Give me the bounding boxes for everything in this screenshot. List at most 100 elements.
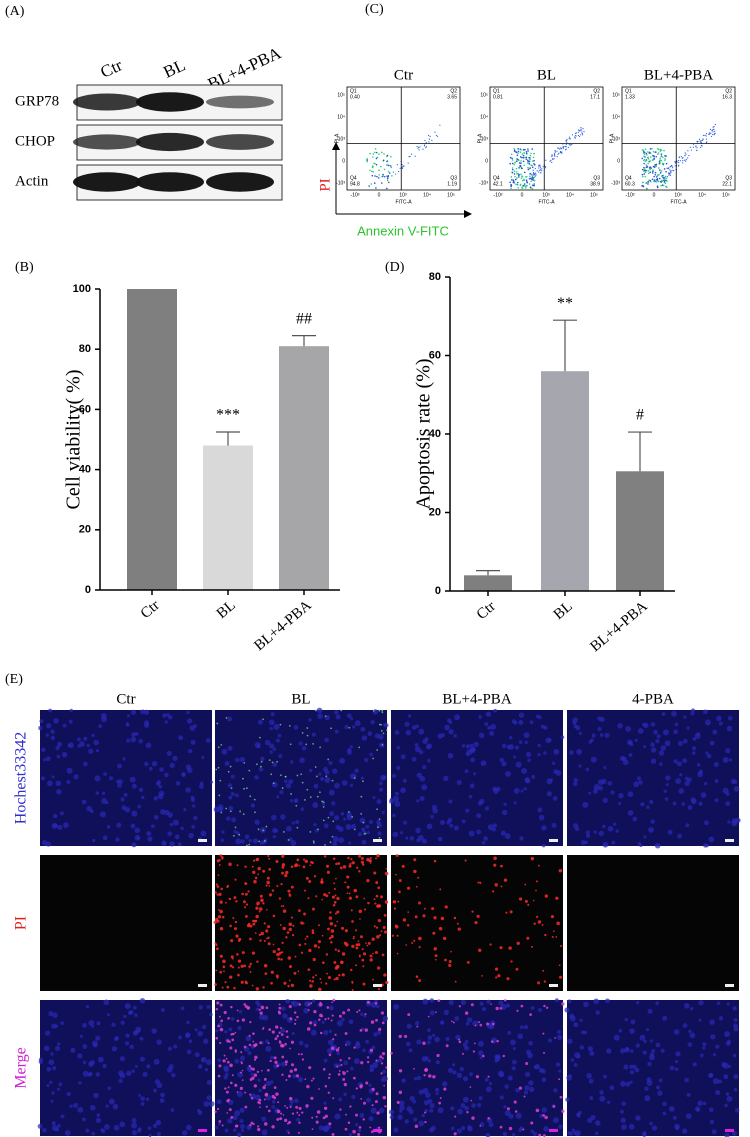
nucleus xyxy=(395,792,399,796)
pi-spot xyxy=(320,1032,323,1035)
event-dot xyxy=(581,129,582,130)
event-dot xyxy=(533,183,535,185)
nucleus xyxy=(370,1069,373,1072)
pi-spot xyxy=(273,915,276,918)
nucleus xyxy=(625,1047,629,1051)
nucleus xyxy=(461,1000,466,1005)
pi-spot xyxy=(280,883,282,885)
pi-spot xyxy=(303,866,306,869)
nucleus xyxy=(466,1022,469,1025)
nucleus xyxy=(574,1063,578,1067)
pi-spot xyxy=(244,965,247,968)
nucleus xyxy=(361,776,364,779)
nucleus xyxy=(584,841,587,844)
pi-spot xyxy=(292,925,294,927)
nucleus xyxy=(48,709,52,713)
event-dot xyxy=(712,131,713,132)
y-tick-label: 0 xyxy=(617,158,620,164)
nucleus xyxy=(218,1122,221,1125)
pi-spot xyxy=(500,885,502,887)
nucleus xyxy=(96,749,99,752)
nucleus xyxy=(358,832,362,836)
nucleus xyxy=(256,1008,259,1011)
nucleus xyxy=(512,1133,515,1136)
nucleus xyxy=(719,1016,723,1020)
nucleus xyxy=(647,1080,653,1086)
event-dot xyxy=(669,169,670,170)
nucleus xyxy=(170,823,173,826)
nucleus xyxy=(107,1013,110,1016)
nucleus xyxy=(161,1008,165,1012)
pi-spot xyxy=(344,1083,347,1086)
pi-spot xyxy=(373,871,376,874)
pi-spot xyxy=(301,952,303,954)
pi-spot xyxy=(231,1039,234,1042)
nucleus-bright xyxy=(246,787,248,789)
pi-spot xyxy=(298,1114,300,1116)
nucleus xyxy=(237,1132,242,1137)
pi-spot xyxy=(517,942,520,945)
nucleus xyxy=(131,811,137,817)
event-dot xyxy=(389,172,391,174)
nucleus xyxy=(695,1106,700,1111)
event-dot xyxy=(670,170,671,171)
event-dot xyxy=(554,154,555,155)
event-dot xyxy=(645,161,647,163)
pi-spot xyxy=(326,865,329,868)
pi-spot xyxy=(277,948,280,951)
nucleus xyxy=(548,1038,552,1042)
nucleus xyxy=(125,1003,131,1009)
event-dot xyxy=(533,153,535,155)
nucleus xyxy=(298,1077,303,1082)
pi-spot xyxy=(345,1032,348,1035)
nucleus xyxy=(254,820,259,825)
pi-spot xyxy=(276,1118,279,1121)
nucleus xyxy=(370,720,374,724)
pi-spot xyxy=(287,985,289,987)
pi-spot xyxy=(342,973,345,976)
pi-spot xyxy=(439,927,443,931)
micrograph xyxy=(391,710,563,846)
nucleus-bright xyxy=(256,763,258,765)
event-dot xyxy=(714,131,715,132)
nucleus xyxy=(336,825,341,830)
nucleus xyxy=(628,810,634,816)
nucleus xyxy=(38,1124,43,1129)
nucleus xyxy=(188,833,193,838)
event-dot xyxy=(374,163,376,165)
nucleus xyxy=(529,1087,534,1092)
nucleus xyxy=(393,1128,398,1133)
pi-spot xyxy=(353,1077,356,1080)
scale-bar xyxy=(549,984,558,987)
nucleus xyxy=(692,746,696,750)
event-dot xyxy=(553,158,554,159)
nucleus xyxy=(525,1072,530,1077)
pi-spot xyxy=(220,1020,223,1023)
pi-spot xyxy=(216,947,219,950)
nucleus-bright xyxy=(258,841,260,843)
pi-spot xyxy=(358,1009,360,1011)
nucleus xyxy=(286,826,292,832)
event-dot xyxy=(684,155,685,156)
nucleus xyxy=(62,752,68,758)
event-dot xyxy=(566,139,567,140)
y-tick-label: 10⁴ xyxy=(480,114,488,120)
event-dot xyxy=(645,172,647,174)
pi-spot xyxy=(244,1092,246,1094)
nucleus xyxy=(157,1082,163,1088)
pi-spot xyxy=(286,1107,288,1109)
nucleus xyxy=(325,770,330,775)
nucleus xyxy=(228,1027,232,1031)
nucleus xyxy=(603,1075,607,1079)
pi-spot xyxy=(561,1110,564,1113)
pi-spot xyxy=(356,1087,358,1089)
pi-spot xyxy=(376,927,378,929)
nucleus xyxy=(504,1084,508,1088)
pi-spot xyxy=(397,935,399,937)
panel-label: (D) xyxy=(385,260,405,275)
nucleus xyxy=(592,733,596,737)
event-dot xyxy=(664,158,666,160)
pi-spot xyxy=(328,892,330,894)
pi-spot xyxy=(439,888,441,890)
event-dot xyxy=(655,172,657,174)
